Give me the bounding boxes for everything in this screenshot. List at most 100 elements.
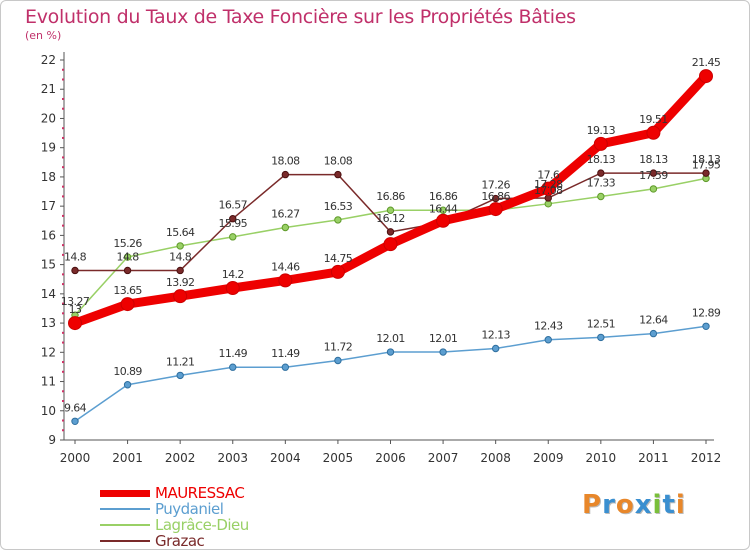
unit-label: (en %): [25, 29, 62, 42]
data-point: [541, 181, 556, 196]
data-point: [334, 356, 342, 365]
x-tick-label: 2007: [428, 451, 459, 465]
x-tick-label: 2010: [586, 451, 617, 465]
data-label: 12.89: [692, 306, 721, 319]
data-label: 14.8: [169, 250, 192, 263]
y-minor-tick: [62, 400, 64, 403]
data-point: [71, 266, 79, 275]
data-label: 15.64: [166, 226, 195, 239]
data-point: [229, 215, 237, 223]
legend-swatch: [100, 524, 150, 526]
y-tick-label: 17: [41, 199, 56, 213]
data-label: 11.49: [271, 347, 300, 360]
data-point: [281, 363, 290, 371]
legend-label: Puydaniel: [155, 500, 224, 518]
data-label: 14.46: [271, 260, 300, 273]
data-label: 13.27: [61, 295, 90, 308]
data-label: 14.8: [117, 250, 140, 263]
data-point: [330, 264, 345, 279]
data-label: 15.95: [219, 217, 248, 230]
data-label: 19.13: [587, 124, 616, 137]
legend-swatch: [100, 489, 150, 497]
chart-title: Evolution du Taux de Taxe Foncière sur l…: [25, 6, 576, 28]
x-tick-label: 2001: [112, 451, 143, 465]
data-point: [123, 266, 132, 275]
data-label: 17.26: [481, 179, 510, 192]
y-minor-tick: [62, 253, 64, 256]
data-point: [71, 417, 79, 425]
x-tick-label: 2011: [638, 451, 669, 465]
y-minor-tick: [62, 107, 64, 110]
data-label: 18.13: [639, 153, 668, 166]
data-label: 14.8: [64, 250, 87, 263]
data-label: 14.2: [222, 268, 244, 281]
y-minor-tick: [62, 68, 64, 71]
y-minor-tick: [62, 390, 64, 393]
y-minor-tick: [62, 302, 64, 305]
data-label: 17.6: [537, 169, 560, 182]
data-label: 12.51: [587, 317, 616, 330]
data-label: 18.13: [587, 153, 616, 166]
y-minor-tick: [62, 136, 64, 139]
y-minor-tick: [62, 341, 64, 344]
data-point: [229, 233, 237, 241]
y-minor-tick: [62, 78, 64, 81]
data-label: 17.33: [587, 177, 616, 190]
data-point: [597, 192, 605, 201]
y-minor-tick: [62, 361, 64, 364]
data-label: 21.45: [692, 56, 721, 69]
data-label: 13.65: [113, 284, 142, 297]
data-label: 16.86: [481, 190, 510, 203]
y-tick-label: 19: [41, 141, 56, 155]
data-label: 16.12: [376, 212, 405, 225]
data-point: [281, 223, 290, 232]
y-minor-tick: [62, 224, 64, 227]
x-tick-label: 2000: [60, 451, 91, 465]
y-minor-tick: [62, 195, 64, 198]
x-tick-label: 2002: [165, 451, 196, 465]
y-minor-tick: [62, 166, 64, 169]
data-label: 18.08: [324, 155, 353, 168]
data-label: 17.95: [692, 158, 721, 171]
x-tick-label: 2012: [691, 451, 722, 465]
data-label: 17.08: [534, 184, 563, 197]
data-label: 11.21: [166, 355, 195, 368]
y-minor-tick: [62, 331, 64, 334]
legend-swatch: [100, 508, 150, 510]
data-point: [593, 136, 608, 151]
legend-label: Lagrâce-Dieu: [155, 516, 249, 534]
data-point: [597, 169, 605, 177]
data-label: 13: [69, 303, 82, 316]
data-label: 12.01: [429, 332, 458, 345]
x-tick-label: 2005: [323, 451, 354, 465]
y-tick-label: 22: [41, 53, 56, 67]
data-label: 13.92: [166, 276, 195, 289]
data-point: [699, 69, 713, 84]
data-point: [176, 242, 184, 250]
data-point: [383, 237, 398, 252]
data-point: [491, 194, 500, 203]
data-label: 18.08: [271, 155, 300, 168]
proxiti-logo: Proxiti: [582, 490, 686, 520]
y-minor-tick: [62, 97, 64, 100]
data-point: [436, 213, 451, 228]
y-tick-label: 11: [41, 375, 56, 389]
data-label: 14.75: [324, 252, 353, 265]
data-label: 12.64: [639, 314, 668, 327]
y-minor-tick: [62, 429, 64, 432]
data-point: [439, 206, 447, 214]
data-label: 16.44: [429, 203, 458, 216]
data-point: [334, 216, 342, 224]
y-minor-tick: [62, 419, 64, 422]
data-label: 17.59: [639, 169, 668, 182]
data-point: [123, 381, 132, 389]
data-label: 16.53: [324, 200, 353, 213]
data-point: [646, 125, 661, 140]
y-tick-label: 9: [48, 433, 56, 447]
y-minor-tick: [62, 214, 64, 217]
data-point: [68, 316, 82, 331]
legend-label: MAURESSAC: [155, 484, 245, 502]
data-point: [176, 266, 184, 275]
y-minor-tick: [62, 185, 64, 188]
